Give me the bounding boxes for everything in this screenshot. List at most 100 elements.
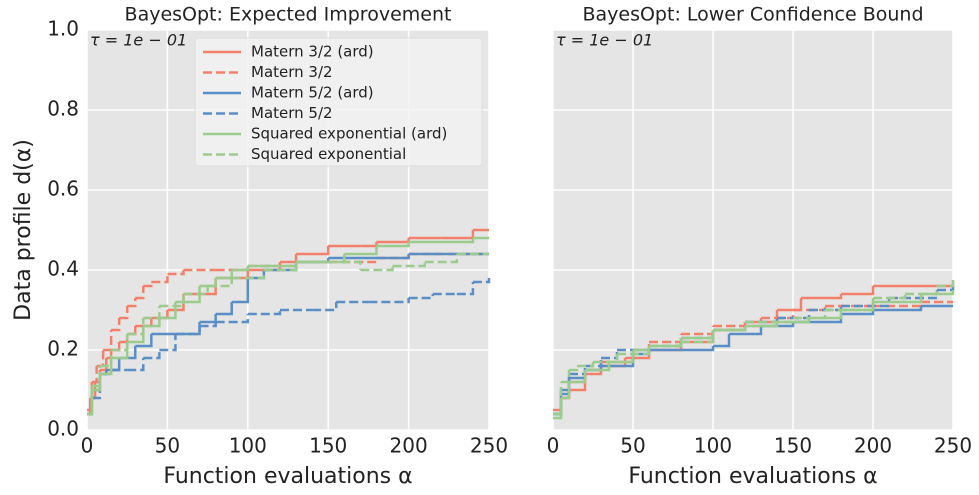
annotation: τ = 1e − 01 [90, 31, 187, 50]
line-step [681, 346, 715, 352]
line-step [873, 306, 923, 312]
line-step [376, 242, 410, 248]
chart-title: BayesOpt: Lower Confidence Bound [582, 4, 923, 26]
line-step [569, 366, 579, 372]
x-tick-label: 200 [854, 434, 892, 458]
line-step [873, 294, 923, 304]
legend-label: Squared exponential [251, 145, 406, 163]
line-step [713, 322, 747, 332]
x-tick-label: 100 [694, 434, 732, 458]
line-step [681, 330, 715, 344]
plot-background [553, 30, 953, 430]
line-step [231, 266, 250, 272]
line-step [215, 302, 233, 316]
line-step [151, 274, 169, 284]
line-step [231, 278, 250, 304]
line-step [729, 326, 763, 336]
x-tick-label: 50 [155, 434, 180, 458]
line-step [561, 370, 571, 384]
line-step [328, 254, 410, 260]
line-step [633, 346, 651, 352]
line-step [111, 318, 121, 332]
line-step [91, 374, 102, 400]
line-step [199, 322, 217, 328]
line-step [745, 322, 779, 328]
line-step [553, 382, 563, 416]
line-step [937, 278, 955, 288]
line-step [569, 370, 587, 384]
line-step [119, 306, 129, 320]
line-step [159, 334, 177, 352]
line-step [247, 310, 282, 316]
series-line [87, 252, 490, 416]
legend-label: Squared exponential (ard) [251, 125, 447, 143]
line-step [167, 270, 185, 276]
line-step [127, 358, 145, 372]
line-step [159, 294, 185, 308]
line-step [825, 298, 875, 312]
line-step [905, 286, 939, 296]
line-step [328, 260, 362, 270]
line-step [99, 350, 113, 368]
line-step [392, 262, 426, 268]
x-tick-label: 250 [470, 434, 508, 458]
line-step [296, 246, 330, 256]
y-axis-label: Data profile d(α) [11, 139, 36, 321]
legend-label: Matern 3/2 (ard) [251, 43, 374, 61]
annotation: τ = 1e − 01 [556, 31, 653, 50]
line-step [127, 298, 137, 308]
x-tick-label: 150 [774, 434, 812, 458]
line-step [408, 294, 434, 300]
line-step [561, 382, 571, 400]
line-step [593, 354, 619, 364]
x-tick-label: 250 [934, 434, 972, 458]
x-axis-label: Function evaluations α [163, 464, 412, 489]
line-step [231, 270, 266, 280]
legend-box [194, 37, 483, 167]
line-step [143, 306, 161, 320]
x-tick-label: 100 [229, 434, 267, 458]
line-step [472, 278, 491, 284]
x-tick-label: 0 [81, 434, 94, 458]
line-step [143, 282, 153, 288]
x-tick-label: 150 [309, 434, 347, 458]
line-step [585, 362, 611, 372]
line-step [841, 310, 875, 316]
line-step [344, 246, 378, 256]
line-step [456, 282, 475, 296]
series-line [553, 276, 955, 416]
line-step [793, 310, 827, 320]
line-step [841, 298, 891, 308]
y-tick-label: 0.6 [47, 177, 79, 201]
chart-title: BayesOpt: Expected Improvement [125, 4, 452, 26]
line-step [159, 302, 177, 320]
x-tick-label: 200 [390, 434, 428, 458]
line-step [263, 262, 298, 272]
line-step [175, 326, 201, 336]
y-tick-label: 0.2 [47, 337, 79, 361]
line-step [135, 286, 145, 300]
series-line [87, 276, 491, 416]
line-step [649, 342, 683, 348]
line-step [360, 266, 394, 272]
line-step [408, 238, 475, 244]
x-tick-label: 0 [547, 434, 560, 458]
y-tick-label: 0.4 [47, 257, 79, 281]
line-step [91, 366, 102, 388]
line-step [424, 254, 459, 264]
line-step [143, 350, 161, 360]
y-tick-label: 0.8 [47, 97, 79, 121]
line-step [745, 318, 795, 324]
legend-label: Matern 5/2 (ard) [251, 84, 374, 102]
line-step [617, 346, 651, 356]
line-step [183, 286, 209, 296]
x-tick-label: 50 [620, 434, 645, 458]
legend-label: Matern 5/2 [251, 104, 333, 122]
y-tick-label: 0.0 [47, 417, 79, 441]
line-step [135, 334, 153, 348]
line-step [577, 362, 595, 368]
line-step [368, 298, 410, 304]
line-step [87, 386, 94, 416]
legend-label: Matern 3/2 [251, 63, 333, 81]
